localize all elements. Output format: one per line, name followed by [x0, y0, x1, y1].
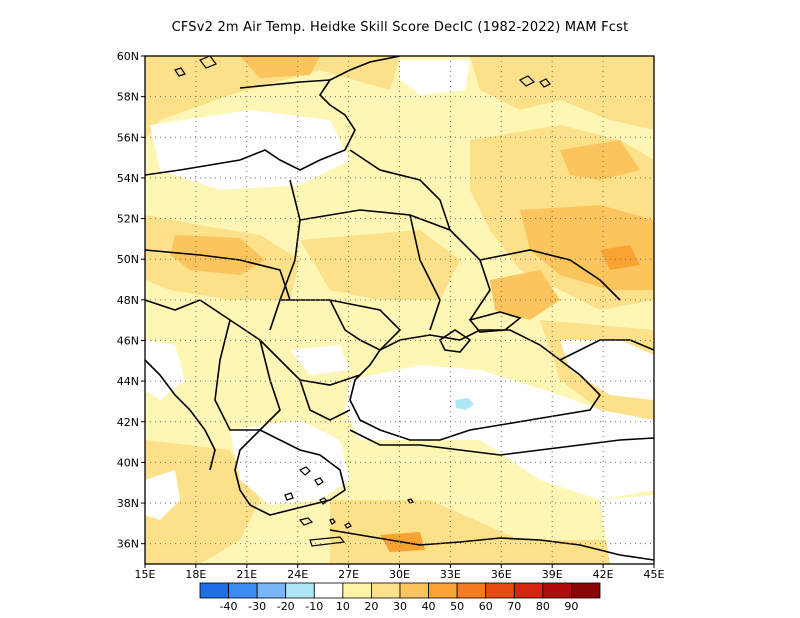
- colorbar-swatch: [342, 582, 372, 599]
- colorbar-label: -10: [305, 600, 323, 613]
- colorbar-swatch: [256, 582, 287, 599]
- y-tick-label: 54N: [117, 172, 139, 185]
- y-tick-label: 60N: [117, 50, 139, 63]
- x-tick-label: 36E: [491, 568, 512, 581]
- colorbar-label: 80: [536, 600, 550, 613]
- y-tick-label: 58N: [117, 91, 139, 104]
- colorbar-swatch: [285, 582, 315, 599]
- colorbar-label: 70: [507, 600, 521, 613]
- colorbar-swatch: [513, 582, 544, 599]
- shade-ukraine: [300, 230, 460, 300]
- x-tick-label: 21E: [236, 568, 257, 581]
- colorbar-swatch: [199, 582, 229, 599]
- y-tick-label: 46N: [117, 334, 139, 347]
- shade-white-southwest: [145, 470, 180, 520]
- x-tick-label: 15E: [135, 568, 156, 581]
- x-tick-label: 27E: [338, 568, 359, 581]
- y-tick-label: 44N: [117, 375, 139, 388]
- x-tick-label: 33E: [440, 568, 461, 581]
- shade-white-north: [400, 60, 470, 95]
- shade-white-southeast: [600, 495, 654, 564]
- shade-orange-west: [170, 235, 265, 275]
- y-tick-label: 42N: [117, 416, 139, 429]
- y-tick-label: 40N: [117, 456, 139, 469]
- x-tick-label: 42E: [593, 568, 614, 581]
- colorbar-swatch: [228, 582, 258, 599]
- shade-white-caspian: [560, 340, 654, 400]
- aegean-islands: [174, 56, 551, 547]
- colorbar-swatch: [542, 582, 572, 599]
- colorbar-swatch: [571, 582, 601, 599]
- skill-score-shading: [145, 56, 654, 564]
- x-tick-label: 24E: [287, 568, 308, 581]
- shade-orange-south-russia: [490, 270, 560, 320]
- y-axis-ticks: 36N 38N 40N 42N 44N 46N 48N 50N 52N 54N 56N 58N 60N: [117, 50, 145, 551]
- colorbar-label: -20: [277, 600, 295, 613]
- colorbar-swatch: [456, 582, 487, 599]
- colorbar-label: 20: [364, 600, 378, 613]
- colorbar-swatch: [313, 582, 344, 599]
- colorbar-label: 60: [479, 600, 493, 613]
- coastlines-borders: [145, 56, 654, 561]
- shade-white-black-sea: [345, 365, 654, 500]
- x-tick-label: 39E: [542, 568, 563, 581]
- colorbar-label: 40: [422, 600, 436, 613]
- shade-orange-northeast: [560, 140, 640, 180]
- shade-white-romania: [290, 345, 350, 375]
- x-tick-label: 30E: [389, 568, 410, 581]
- colorbar-swatch: [485, 582, 515, 599]
- colorbar-label: -30: [248, 600, 266, 613]
- colorbar-label: 90: [564, 600, 578, 613]
- shade-orange-baltic: [240, 56, 320, 78]
- map-title: CFSv2 2m Air Temp. Heidke Skill Score De…: [171, 20, 629, 35]
- colorbar-swatch: [399, 582, 429, 599]
- y-tick-label: 48N: [117, 294, 139, 307]
- colorbar-swatch: [371, 582, 401, 599]
- shade-cyan-patch: [455, 398, 474, 410]
- shade-white-adriatic: [145, 340, 185, 400]
- shade-north: [145, 56, 400, 140]
- x-axis-ticks: 15E 18E 21E 24E 27E 30E 33E 36E 39E 42E 45E: [135, 564, 665, 581]
- x-tick-label: 45E: [644, 568, 665, 581]
- colorbar-label: -40: [220, 600, 238, 613]
- y-tick-label: 38N: [117, 497, 139, 510]
- shade-orange-east: [520, 205, 654, 290]
- colorbar-label: 30: [393, 600, 407, 613]
- colorbar-swatch: [428, 582, 458, 599]
- y-tick-label: 50N: [117, 253, 139, 266]
- y-tick-label: 52N: [117, 213, 139, 226]
- colorbar-label: 10: [336, 600, 350, 613]
- x-tick-label: 18E: [185, 568, 206, 581]
- colorbar: -40 -30 -20 -10 10 20 30 40 50 60 70 80 90: [199, 582, 601, 613]
- y-tick-label: 36N: [117, 538, 139, 551]
- colorbar-label: 50: [450, 600, 464, 613]
- shade-northeast: [470, 56, 654, 130]
- shade-orange-peak: [600, 245, 640, 270]
- y-tick-label: 56N: [117, 131, 139, 144]
